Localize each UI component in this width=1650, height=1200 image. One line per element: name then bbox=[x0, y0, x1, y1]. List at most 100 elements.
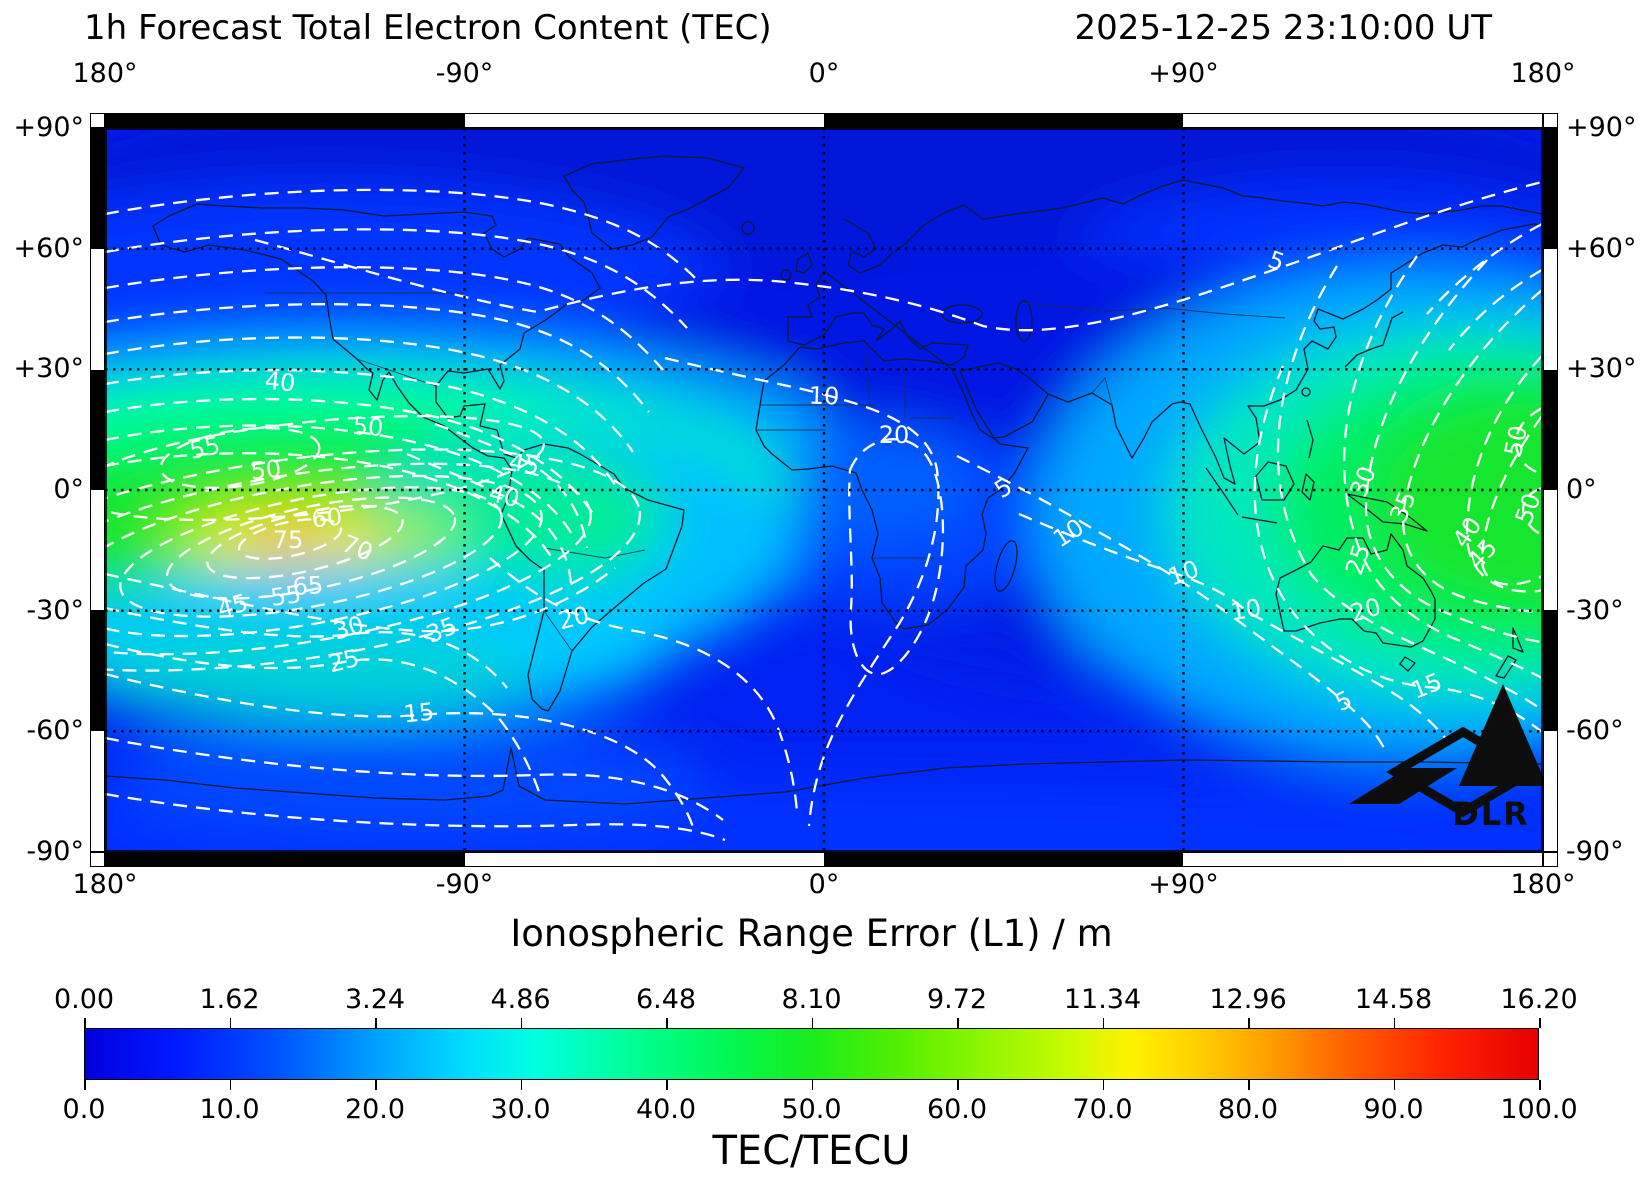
frame-segment bbox=[106, 853, 465, 866]
colorbar-tick-bottom bbox=[375, 1080, 377, 1090]
dlr-logo-swoosh bbox=[1349, 768, 1457, 804]
colorbar-tick-top bbox=[375, 1018, 377, 1028]
frame-segment bbox=[824, 853, 1183, 866]
colorbar-tick-bottom bbox=[229, 1080, 232, 1090]
colorbar-label-tecu: 60.0 bbox=[926, 1094, 988, 1125]
colorbar-tick-top bbox=[229, 1018, 232, 1028]
colorbar-unit-label: TEC/TECU bbox=[712, 1128, 911, 1174]
colorbar-label-tecu: 80.0 bbox=[1217, 1094, 1279, 1125]
colorbar-tick-top bbox=[811, 1018, 814, 1028]
colorbar-label-tecu: 70.0 bbox=[1072, 1094, 1133, 1125]
contour-value-label: 65 bbox=[292, 571, 324, 601]
contour-value-label: 75 bbox=[273, 526, 304, 554]
colorbar-label-m: 9.72 bbox=[926, 984, 988, 1015]
figure-title: 1h Forecast Total Electron Content (TEC) bbox=[84, 8, 772, 48]
contour-value-label: 50 bbox=[249, 454, 282, 485]
frame-segment bbox=[91, 369, 104, 490]
lat-tick-label-right: +90° bbox=[1566, 112, 1637, 143]
colorbar-label-tecu: 90.0 bbox=[1363, 1094, 1424, 1125]
colorbar-tick-top bbox=[84, 1018, 86, 1028]
frame-segment bbox=[824, 114, 1183, 127]
lat-tick-label-right: +30° bbox=[1566, 353, 1637, 385]
frame-segment bbox=[1544, 489, 1557, 611]
frame-segment bbox=[91, 129, 104, 250]
contour-value-label: 50 bbox=[352, 412, 384, 442]
colorbar-label-tecu: 10.0 bbox=[199, 1094, 260, 1125]
dlr-logo-text: DLR bbox=[1452, 795, 1530, 833]
contour-value-label: 50 bbox=[1499, 423, 1533, 459]
coastlines bbox=[105, 155, 1543, 805]
lon-tick-label: 180° bbox=[72, 58, 138, 89]
frame-band-left bbox=[90, 128, 105, 852]
colorbar-tick-bottom bbox=[1393, 1080, 1396, 1090]
frame-segment bbox=[106, 114, 465, 127]
figure-timestamp: 2025-12-25 23:10:00 UT bbox=[1074, 8, 1492, 48]
colorbar-tick-bottom bbox=[957, 1080, 959, 1090]
contour-value-label: 40 bbox=[263, 366, 296, 397]
frame-segment bbox=[465, 114, 824, 127]
contour-value-label: 10 bbox=[808, 381, 840, 410]
frame-segment bbox=[1544, 249, 1557, 370]
frame-corner bbox=[1543, 852, 1558, 867]
frame-segment bbox=[1544, 610, 1557, 731]
colorbar-tick-bottom bbox=[666, 1080, 668, 1090]
lon-tick-label: 180° bbox=[1510, 869, 1576, 900]
colorbar bbox=[84, 1028, 1539, 1080]
colorbar-tick-top bbox=[666, 1018, 668, 1028]
lat-tick-label-left: 0° bbox=[53, 474, 84, 505]
colorbar-label-m: 14.58 bbox=[1354, 984, 1433, 1015]
lat-tick-label-right: +60° bbox=[1566, 232, 1637, 264]
lat-tick-label-right: 0° bbox=[1566, 474, 1597, 505]
frame-segment bbox=[91, 730, 104, 851]
frame-band-top bbox=[105, 113, 1543, 128]
frame-segment bbox=[1183, 853, 1542, 866]
contour-value-label: 45 bbox=[507, 448, 542, 481]
lat-tick-label-left: -30° bbox=[26, 594, 84, 626]
contour-value-label: 60 bbox=[310, 502, 343, 533]
contour-value-label: 10 bbox=[1228, 594, 1263, 627]
lon-tick-label: +90° bbox=[1148, 869, 1219, 900]
frame-segment bbox=[91, 610, 104, 731]
lon-tick-label: -90° bbox=[435, 58, 494, 89]
frame-corner bbox=[90, 113, 105, 128]
colorbar-tick-top bbox=[1102, 1018, 1105, 1028]
colorbar-label-m: 12.96 bbox=[1209, 984, 1287, 1015]
colorbar-tick-top bbox=[1393, 1018, 1396, 1028]
lon-tick-label: +90° bbox=[1148, 58, 1219, 89]
colorbar-label-tecu: 40.0 bbox=[635, 1094, 697, 1125]
frame-corner bbox=[90, 852, 105, 867]
colorbar-label-m: 16.20 bbox=[1500, 984, 1578, 1015]
colorbar-label-m: 0.00 bbox=[53, 984, 115, 1015]
graticule bbox=[105, 128, 1543, 852]
colorbar-label-m: 3.24 bbox=[344, 984, 406, 1015]
lat-tick-label-left: +30° bbox=[13, 353, 84, 385]
lon-tick-label: 0° bbox=[808, 869, 840, 900]
lon-axis-bottom: 180° -90° 0° +90° 180° bbox=[0, 869, 1650, 903]
frame-segment bbox=[1544, 730, 1557, 851]
lon-tick-label: 180° bbox=[72, 869, 138, 900]
colorbar-label-m: 8.10 bbox=[781, 984, 842, 1015]
frame-segment bbox=[91, 489, 104, 611]
lat-tick-label-right: -90° bbox=[1566, 836, 1624, 867]
frame-segment bbox=[1544, 129, 1557, 250]
colorbar-label-m: 1.62 bbox=[199, 984, 260, 1015]
colorbar-tick-top bbox=[1539, 1018, 1541, 1028]
lon-tick-label: -90° bbox=[435, 869, 494, 900]
map-inner-frame bbox=[105, 128, 1543, 852]
contour-value-label: 55 bbox=[187, 431, 223, 465]
frame-corner bbox=[1543, 113, 1558, 128]
colorbar-tick-bottom bbox=[1539, 1080, 1541, 1090]
colorbar-label-m: 6.48 bbox=[635, 984, 697, 1015]
frame-segment bbox=[91, 249, 104, 370]
lon-tick-label: 0° bbox=[808, 58, 840, 89]
colorbar-tick-bottom bbox=[1248, 1080, 1250, 1090]
lat-tick-label-right: -30° bbox=[1566, 594, 1624, 626]
colorbar-tick-top bbox=[1248, 1018, 1250, 1028]
colorbar-tick-top bbox=[520, 1018, 523, 1028]
country-borders bbox=[265, 292, 1286, 652]
lat-tick-label-left: +60° bbox=[13, 232, 84, 264]
colorbar-label-tecu: 0.0 bbox=[62, 1094, 106, 1125]
lat-tick-label-left: -90° bbox=[26, 836, 84, 867]
colorbar-tick-top bbox=[957, 1018, 959, 1028]
